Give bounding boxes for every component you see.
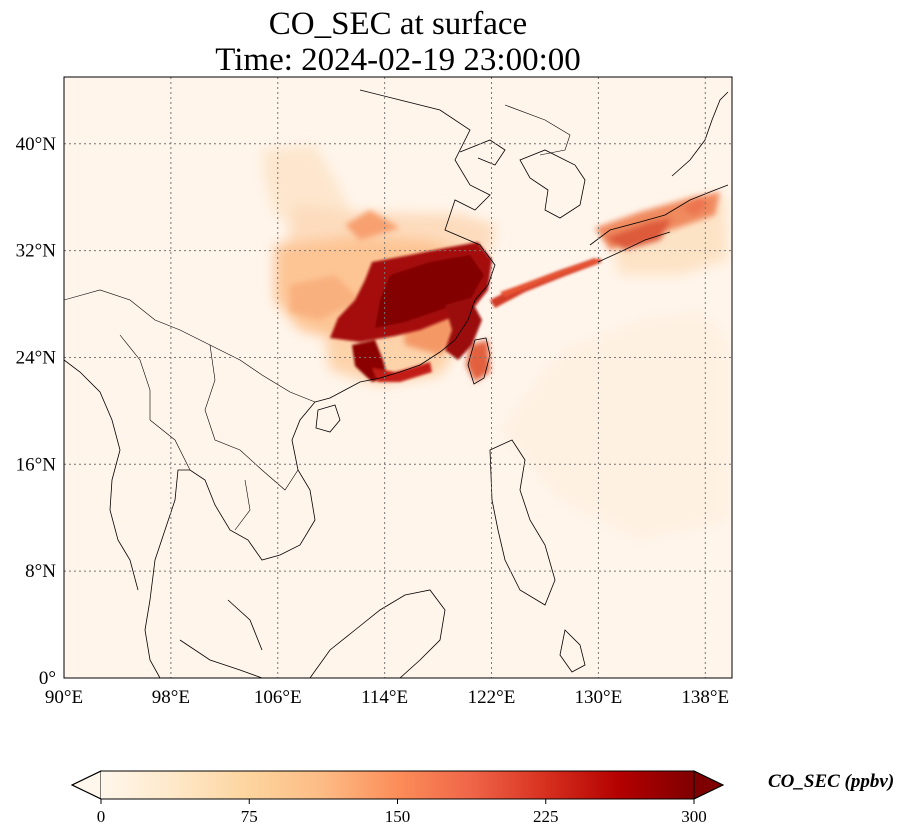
lon-tick-label-114: 114°E [361, 687, 408, 708]
lat-tick-label-40: 40°N [16, 134, 57, 155]
colorbar-label: CO_SEC (ppbv) [768, 771, 895, 792]
lon-tick-label-106: 106°E [254, 687, 302, 708]
colorbar-tick-label-75: 75 [241, 807, 258, 826]
co-sec-field-core [330, 242, 602, 382]
colorbar-tick-label-225: 225 [533, 807, 559, 826]
colorbar: 0 75 150 225 300 [70, 770, 725, 826]
co-sec-field [262, 145, 728, 540]
colorbar-ticks: 0 75 150 225 300 [97, 799, 707, 826]
lon-tick-label-130: 130°E [575, 687, 623, 708]
colorbar-tick-label-150: 150 [385, 807, 411, 826]
lon-tick-label-138: 138°E [681, 687, 729, 708]
country-borders [64, 104, 571, 531]
colorbar-extend-max [693, 770, 725, 800]
map-frame [63, 76, 733, 679]
colorbar-extend-min [70, 770, 102, 800]
lon-tick-label-98: 98°E [152, 687, 190, 708]
colorbar-gradient [101, 771, 694, 799]
lat-tick-label-16: 16°N [16, 454, 57, 475]
latitude-tick-labels: 0° 8°N 16°N 24°N 32°N 40°N [16, 134, 57, 689]
lat-tick-label-8: 8°N [25, 561, 56, 582]
colorbar-tick-label-0: 0 [97, 807, 106, 826]
gridlines [64, 77, 732, 678]
colorbar-tick-label-300: 300 [681, 807, 707, 826]
lat-tick-label-0: 0° [39, 668, 56, 689]
coastlines [64, 89, 729, 678]
lat-tick-label-24: 24°N [16, 347, 57, 368]
lon-tick-label-90: 90°E [45, 687, 83, 708]
map-subtitle-time: Time: 2024-02-19 23:00:00 [215, 42, 581, 78]
longitude-tick-labels: 90°E 98°E 106°E 114°E 122°E 130°E 138°E [45, 687, 729, 708]
map-title: CO_SEC at surface [268, 6, 528, 42]
lon-tick-label-122: 122°E [468, 687, 516, 708]
lat-tick-label-32: 32°N [16, 241, 57, 262]
